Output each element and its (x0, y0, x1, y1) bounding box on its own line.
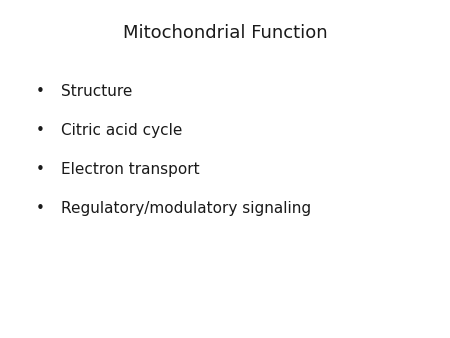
Text: Electron transport: Electron transport (61, 162, 199, 177)
Text: •: • (36, 162, 45, 177)
Text: •: • (36, 123, 45, 138)
Text: Citric acid cycle: Citric acid cycle (61, 123, 182, 138)
Text: •: • (36, 201, 45, 216)
Text: Structure: Structure (61, 84, 132, 99)
Text: Mitochondrial Function: Mitochondrial Function (123, 24, 327, 42)
Text: •: • (36, 84, 45, 99)
Text: Regulatory/modulatory signaling: Regulatory/modulatory signaling (61, 201, 311, 216)
